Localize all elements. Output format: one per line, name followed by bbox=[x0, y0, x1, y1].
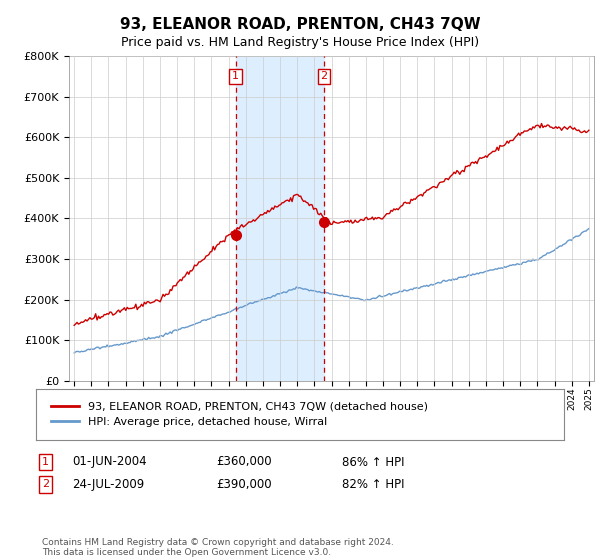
Text: 1: 1 bbox=[232, 71, 239, 81]
Text: Price paid vs. HM Land Registry's House Price Index (HPI): Price paid vs. HM Land Registry's House … bbox=[121, 36, 479, 49]
Text: 01-JUN-2004: 01-JUN-2004 bbox=[72, 455, 146, 469]
Text: 93, ELEANOR ROAD, PRENTON, CH43 7QW: 93, ELEANOR ROAD, PRENTON, CH43 7QW bbox=[119, 17, 481, 32]
Bar bbox=[236, 56, 324, 381]
Text: 2: 2 bbox=[320, 71, 328, 81]
Text: 2: 2 bbox=[42, 479, 49, 489]
Text: 86% ↑ HPI: 86% ↑ HPI bbox=[342, 455, 404, 469]
Text: £390,000: £390,000 bbox=[216, 478, 272, 491]
Legend: 93, ELEANOR ROAD, PRENTON, CH43 7QW (detached house), HPI: Average price, detach: 93, ELEANOR ROAD, PRENTON, CH43 7QW (det… bbox=[47, 397, 433, 432]
Text: £360,000: £360,000 bbox=[216, 455, 272, 469]
Text: 24-JUL-2009: 24-JUL-2009 bbox=[72, 478, 144, 491]
Text: Contains HM Land Registry data © Crown copyright and database right 2024.
This d: Contains HM Land Registry data © Crown c… bbox=[42, 538, 394, 557]
Text: 82% ↑ HPI: 82% ↑ HPI bbox=[342, 478, 404, 491]
Text: 1: 1 bbox=[42, 457, 49, 467]
